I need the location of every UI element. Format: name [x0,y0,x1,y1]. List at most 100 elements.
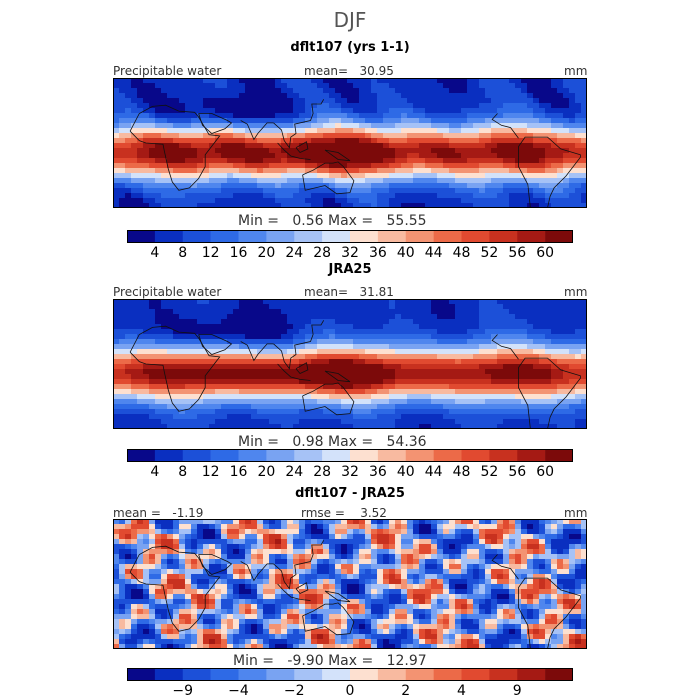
field-cell [251,534,258,540]
field-cell [377,113,384,119]
field-cell [323,188,330,194]
field-cell [449,113,456,119]
field-cell [473,399,480,405]
field-cell [467,93,474,99]
field-cell [143,108,150,114]
field-cell [533,163,540,169]
field-cell [419,384,426,390]
field-cell [569,424,576,429]
field-cell [407,118,414,124]
field-cell [203,88,210,94]
field-cell [287,203,294,208]
field-cell [209,319,216,325]
field-cell [221,524,228,530]
field-cell [209,409,216,415]
field-cell [467,354,474,360]
field-cell [443,78,450,84]
field-cell [521,369,528,375]
field-cell [377,414,384,420]
field-cell [125,138,132,144]
field-cell [113,414,120,420]
field-cell [473,404,480,410]
field-cell [203,369,210,375]
field-cell [563,319,570,325]
field-cell [251,123,258,129]
field-cell [437,98,444,104]
field-cell [335,123,342,129]
field-cell [479,364,486,370]
field-cell [257,334,264,340]
field-cell [473,559,480,565]
field-cell [455,183,462,189]
field-cell [581,309,587,315]
field-cell [413,404,420,410]
field-cell [413,128,420,134]
field-cell [257,143,264,149]
field-cell [299,304,306,310]
field-cell [443,419,450,425]
field-cell [395,173,402,179]
field-cell [311,554,318,560]
field-cell [353,349,360,355]
field-cell [515,364,522,370]
field-cell [215,203,222,208]
field-cell [149,354,156,360]
field-cell [323,103,330,109]
field-cell [167,559,174,565]
field-cell [497,168,504,174]
field-cell [503,163,510,169]
field-cell [485,123,492,129]
field-cell [449,524,456,530]
field-cell [281,409,288,415]
field-cell [419,524,426,530]
field-cell [473,188,480,194]
field-cell [221,369,228,375]
field-cell [419,163,426,169]
field-cell [125,414,132,420]
field-cell [149,108,156,114]
field-cell [341,123,348,129]
field-cell [569,143,576,149]
field-cell [323,549,330,555]
colorbar-swatch [238,449,267,462]
field-cell [359,379,366,385]
field-cell [113,178,120,184]
field-cell [425,349,432,355]
field-cell [125,198,132,204]
field-cell [215,78,222,84]
field-cell [323,108,330,114]
field-cell [221,168,228,174]
field-cell [323,529,330,535]
field-cell [491,524,498,530]
field-cell [365,519,372,525]
field-cell [557,158,564,164]
field-cell [335,394,342,400]
field-cell [467,118,474,124]
field-cell [503,374,510,380]
field-cell [323,419,330,425]
field-cell [383,163,390,169]
field-cell [491,148,498,154]
field-cell [341,379,348,385]
field-cell [497,354,504,360]
field-cell [323,389,330,395]
field-cell [581,103,587,109]
field-cell [581,188,587,194]
field-cell [353,319,360,325]
field-cell [509,309,516,315]
field-cell [395,324,402,330]
field-cell [329,354,336,360]
field-cell [521,83,528,89]
field-cell [173,113,180,119]
field-cell [389,389,396,395]
field-cell [257,324,264,330]
field-cell [125,203,132,208]
field-cell [503,354,510,360]
field-cell [263,113,270,119]
field-cell [341,389,348,395]
field-cell [401,123,408,129]
field-cell [245,364,252,370]
field-cell [353,83,360,89]
field-cell [281,108,288,114]
field-cell [161,419,168,425]
